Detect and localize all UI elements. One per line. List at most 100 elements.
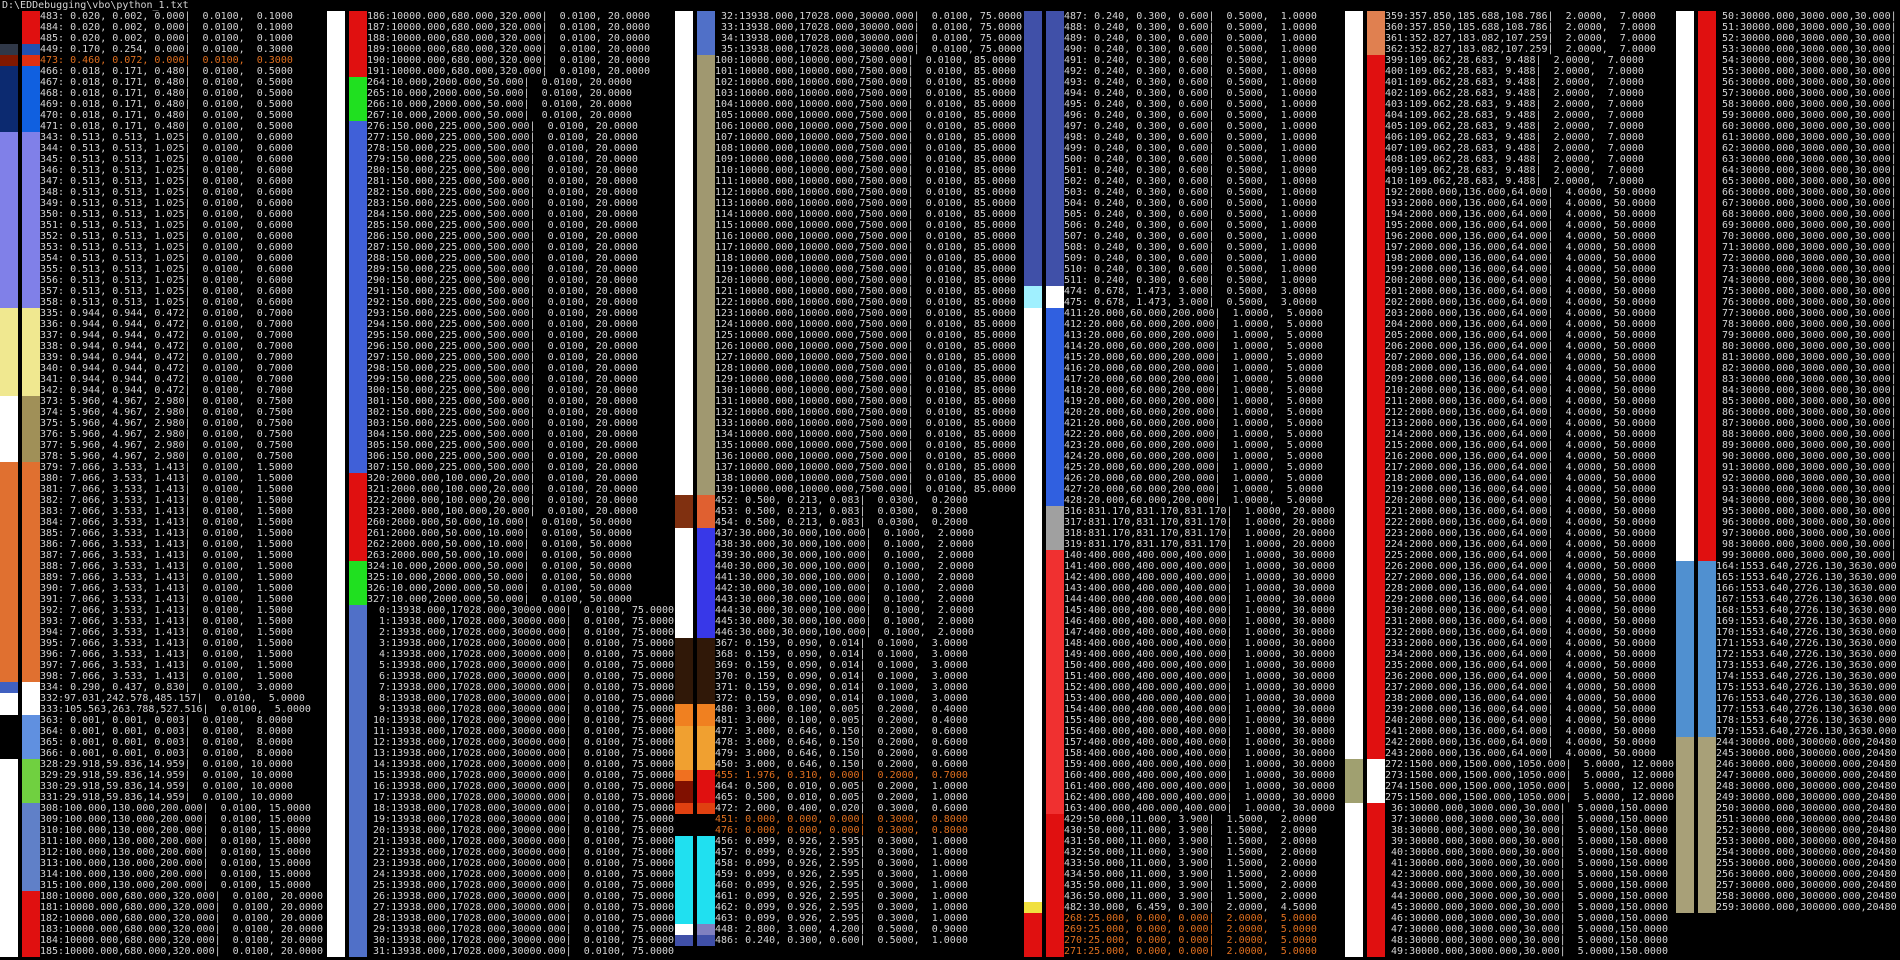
color-swatch <box>1024 946 1042 957</box>
row-content: 171:1553.640,2726.130,3630.000 <box>1716 638 1897 649</box>
row-content: 470: 0.018, 0.171, 0.480| 0.0100, 0.5000 <box>40 110 293 121</box>
row-id: 278: <box>367 143 392 154</box>
color-swatch <box>0 517 18 528</box>
color-swatch <box>1345 605 1363 616</box>
row-id: 248: <box>1716 781 1741 792</box>
row-values: 1553.640,2726.130,3630.000 <box>1740 638 1897 649</box>
color-swatch <box>327 396 345 407</box>
color-swatch <box>1046 176 1064 187</box>
color-swatch <box>697 11 715 22</box>
row-values: 0.513, 0.513, 1.025| 0.0100, 0.6000 <box>64 165 293 176</box>
row-id: 474: <box>1064 286 1089 297</box>
color-swatch <box>349 462 367 473</box>
row-content: 422:20.000,60.000,200.000| 1.0000, 5.000… <box>1064 429 1323 440</box>
row-id: 501: <box>1064 165 1089 176</box>
color-swatch <box>22 154 40 165</box>
row-content: 249:30000.000,300000.000,20480 <box>1716 792 1897 803</box>
row-content: 315:100.000,130.000,200.000| 0.0100, 15.… <box>40 880 311 891</box>
color-swatch <box>1367 341 1385 352</box>
color-swatch <box>1046 198 1064 209</box>
row-id: 265: <box>367 88 392 99</box>
color-swatch <box>0 550 18 561</box>
color-swatch <box>0 561 18 572</box>
row-id: 140: <box>1064 550 1089 561</box>
color-swatch <box>349 704 367 715</box>
row-id: 249: <box>1716 792 1741 803</box>
color-swatch <box>1345 660 1363 671</box>
row-content: 46:30000.000,3000.000,30.000| 5.0000,150… <box>1385 913 1668 924</box>
row-values: 0.513, 0.513, 1.025| 0.0100, 0.6000 <box>64 220 293 231</box>
row-values: 5.960, 4.967, 2.980| 0.0100, 0.7500 <box>64 396 293 407</box>
row-values: 0.099, 0.926, 2.595| 0.3000, 1.0000 <box>739 858 968 869</box>
color-swatch <box>349 836 367 847</box>
row-content: 4:13938.000,17028.000,30000.000| 0.0100,… <box>367 649 674 660</box>
row-id: 62: <box>1722 143 1741 154</box>
row-id: 57: <box>1722 88 1741 99</box>
log-column: 359:357.850,185.688,108.786| 2.0000, 7.0… <box>1345 11 1676 960</box>
row-id: 214: <box>1385 429 1410 440</box>
color-swatch <box>697 429 715 440</box>
row-content: 227:2000.000,136.000,64.000| 4.0000, 50.… <box>1385 572 1656 583</box>
row-values: 10000.000,10000.000,7500.000| 0.0100, 85… <box>739 253 1017 264</box>
row-id: 213: <box>1385 418 1410 429</box>
row-id: 10: <box>373 715 392 726</box>
color-swatch <box>1046 924 1064 935</box>
color-swatch <box>1676 99 1694 110</box>
row-id: 420: <box>1064 407 1089 418</box>
color-swatch <box>697 891 715 902</box>
row-content: 421:20.000,60.000,200.000| 1.0000, 5.000… <box>1064 418 1323 429</box>
row-values: 0.240, 0.300, 0.600| 0.5000, 1.0000 <box>1088 110 1317 121</box>
row-content: 72:30000.000,3000.000,30.000| <box>1716 253 1897 264</box>
color-swatch <box>1046 110 1064 121</box>
row-id: 284: <box>367 209 392 220</box>
row-values: 10000.000,10000.000,7500.000| 0.0100, 85… <box>739 451 1017 462</box>
row-id: 234: <box>1385 649 1410 660</box>
row-values: 10.000,2000.000,50.000| 0.0100, 20.0000 <box>391 77 632 88</box>
color-swatch <box>1676 264 1694 275</box>
row-content: 51:30000.000,3000.000,30.000| <box>1716 22 1897 33</box>
color-swatch <box>0 341 18 352</box>
color-swatch <box>349 418 367 429</box>
row-values: 30000.000,3000.000,30.000| 5.0000,150.00… <box>1409 847 1668 858</box>
color-swatch <box>349 506 367 517</box>
color-swatch <box>697 220 715 231</box>
row-content: 394: 7.066, 3.533, 1.413| 0.0100, 1.5000 <box>40 627 293 638</box>
row-values: 10000.000,10000.000,7500.000| 0.0100, 85… <box>739 275 1017 286</box>
row-content: 501: 0.240, 0.300, 0.600| 0.5000, 1.0000 <box>1064 165 1317 176</box>
color-swatch <box>1345 704 1363 715</box>
color-swatch <box>349 638 367 649</box>
color-swatch <box>349 341 367 352</box>
color-swatch <box>1367 77 1385 88</box>
color-swatch <box>1367 583 1385 594</box>
row-id: 462: <box>715 902 740 913</box>
row-values: 7.066, 3.533, 1.413| 0.0100, 1.5000 <box>64 627 293 638</box>
row-content: 163:400.000,400.000,400.000| 1.0000, 30.… <box>1064 803 1335 814</box>
row-content: 138:10000.000,10000.000,7500.000| 0.0100… <box>715 473 1016 484</box>
color-swatch <box>1676 473 1694 484</box>
color-swatch <box>0 198 18 209</box>
row-id: 240: <box>1385 715 1410 726</box>
row-id: 111: <box>715 176 740 187</box>
color-swatch <box>22 341 40 352</box>
row-content: 404:109.062,28.683, 9.488| 2.0000, 7.000… <box>1385 110 1644 121</box>
row-content: 290:150.000,225.000,500.000| 0.0100, 20.… <box>367 275 638 286</box>
row-values: 30.000,30.000,100.000| 0.1000, 2.0000 <box>739 627 974 638</box>
color-swatch <box>1024 913 1042 924</box>
color-swatch <box>1676 330 1694 341</box>
color-swatch <box>1676 902 1694 913</box>
row-values: 0.944, 0.944, 0.472| 0.0100, 0.7000 <box>64 363 293 374</box>
row-id: 220: <box>1385 495 1410 506</box>
row-id: 309: <box>40 814 65 825</box>
row-values: 100.000,130.000,200.000| 0.0100, 15.0000 <box>64 803 311 814</box>
row-id: 110: <box>715 165 740 176</box>
row-values: 10000.000,10000.000,7500.000| 0.0100, 85… <box>739 286 1017 297</box>
color-swatch <box>327 209 345 220</box>
color-swatch <box>0 605 18 616</box>
color-swatch <box>349 451 367 462</box>
row-id: 486: <box>715 935 740 946</box>
row-id: 156: <box>1064 726 1089 737</box>
color-swatch <box>675 528 693 539</box>
row-id: 126: <box>715 341 740 352</box>
color-swatch <box>1046 935 1064 946</box>
color-swatch <box>327 231 345 242</box>
